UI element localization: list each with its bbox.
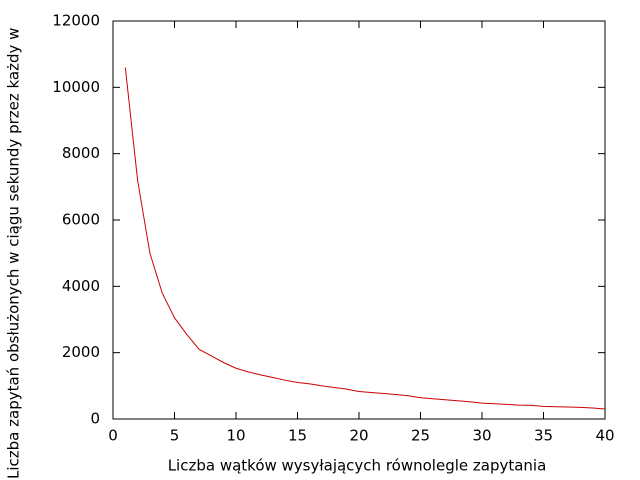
x-tick-label: 20 [349, 427, 368, 445]
y-tick-label: 10000 [52, 78, 100, 96]
x-axis-label: Liczba wątków wysyłających równolegle za… [168, 457, 547, 475]
x-tick-label: 25 [411, 427, 430, 445]
x-tick-label: 30 [472, 427, 491, 445]
plot-border [112, 20, 606, 420]
x-tick-label: 5 [170, 427, 180, 445]
y-axis-label: Liczba zapytań obsłużonych w ciągu sekun… [5, 28, 23, 479]
y-tick-label: 12000 [52, 12, 100, 30]
data-line [124, 67, 606, 410]
x-tick-label: 10 [226, 427, 245, 445]
x-tick-label: 15 [288, 427, 307, 445]
x-tick-label: 40 [595, 427, 614, 445]
y-tick-label: 6000 [62, 211, 100, 229]
y-tick-label: 0 [90, 410, 100, 428]
y-tick-label: 8000 [62, 144, 100, 162]
y-tick-label: 4000 [62, 277, 100, 295]
x-tick-label: 0 [108, 427, 118, 445]
y-tick-label: 2000 [62, 343, 100, 361]
x-tick-label: 35 [534, 427, 553, 445]
